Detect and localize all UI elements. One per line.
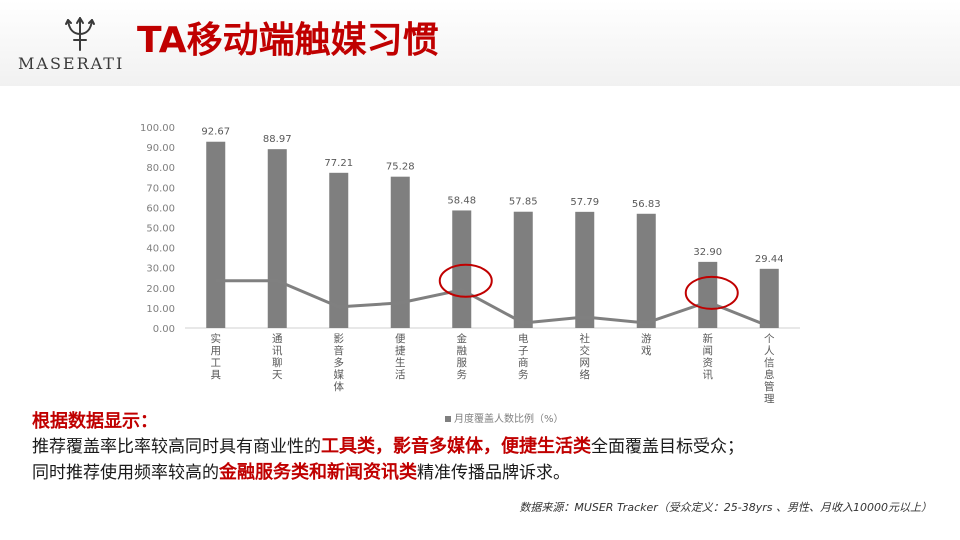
x-category-label: 电子商务: [518, 332, 529, 381]
bar-value-label: 88.97: [263, 134, 292, 145]
page-title: TA移动端触媒习惯: [137, 20, 439, 61]
legend-label: 月度覆盖人数比例（%）: [454, 412, 564, 425]
brand-wordmark: MASERATI: [18, 54, 125, 73]
bar-value-label: 58.48: [447, 195, 476, 206]
bar-value-label: 57.85: [509, 197, 538, 208]
header-band: [0, 0, 960, 86]
bar: [329, 172, 349, 328]
legend-swatch: [445, 416, 451, 422]
conclusion-line-1-prefix: 推荐覆盖率比率较高同时具有商业性的: [32, 437, 321, 457]
bar: [698, 261, 718, 328]
conclusion-line-2-prefix: 同时推荐使用频率较高的: [32, 463, 219, 483]
highlight-ellipse: [438, 263, 493, 298]
x-category-label: 便捷生活: [395, 332, 406, 381]
x-category-label: 个人信息管理: [764, 333, 775, 405]
x-category-label: 社交网络: [580, 332, 591, 381]
y-tick-label: 70.00: [146, 183, 175, 194]
y-tick-label: 10.00: [146, 304, 175, 315]
conclusion-text: 根据数据显示： 推荐覆盖率比率较高同时具有商业性的工具类，影音多媒体，便捷生活类…: [32, 409, 932, 486]
line-series: [215, 279, 770, 328]
y-tick-label: 60.00: [146, 203, 175, 214]
bar-value-label: 77.21: [324, 158, 353, 169]
x-category-label: 金融服务: [457, 332, 468, 381]
brand-logo: MASERATI: [14, 14, 144, 76]
bar: [759, 268, 779, 328]
source-note: 数据来源：MUSER Tracker（受众定义：25-38yrs 、男性、月收入…: [519, 501, 932, 514]
x-category-label: 新闻资讯: [703, 332, 714, 381]
bar: [636, 213, 656, 328]
bar-value-label: 32.90: [693, 247, 722, 258]
trident-icon: [65, 17, 95, 51]
conclusion-heading: 根据数据显示：: [32, 411, 158, 432]
y-tick-label: 50.00: [146, 224, 175, 235]
bar-value-label: 92.67: [201, 127, 230, 138]
conclusion-line-1: 推荐覆盖率比率较高同时具有商业性的工具类，影音多媒体，便捷生活类全面覆盖目标受众…: [32, 434, 932, 460]
conclusion-line-2-suffix: 精准传播品牌诉求。: [417, 463, 570, 483]
bar-value-label: 75.28: [386, 162, 415, 173]
conclusion-line-1-suffix: 全面覆盖目标受众；: [591, 437, 744, 457]
x-category-label: 通讯聊天: [272, 333, 283, 381]
highlight-ellipse: [684, 275, 739, 310]
y-tick-label: 30.00: [146, 264, 175, 275]
y-tick-label: 80.00: [146, 163, 175, 174]
bar: [575, 211, 595, 328]
conclusion-line-2: 同时推荐使用频率较高的金融服务类和新闻资讯类精准传播品牌诉求。: [32, 460, 932, 486]
x-category-label: 游戏: [641, 332, 652, 357]
x-category-label: 影音多媒体: [334, 332, 345, 393]
y-tick-label: 100.00: [140, 123, 175, 134]
bar: [513, 211, 533, 328]
x-category-label: 实用工具: [211, 332, 222, 381]
bar: [452, 210, 472, 328]
y-tick-label: 20.00: [146, 284, 175, 295]
bar-value-label: 57.79: [570, 197, 599, 208]
bar: [206, 141, 226, 328]
conclusion-line-1-highlight: 工具类，影音多媒体，便捷生活类: [321, 436, 591, 457]
y-tick-label: 40.00: [146, 244, 175, 255]
bar: [390, 176, 410, 328]
bar-value-label: 29.44: [755, 254, 784, 265]
bar: [267, 149, 287, 328]
conclusion-line-2-highlight: 金融服务类和新闻资讯类: [219, 462, 417, 483]
bar-value-label: 56.83: [632, 199, 661, 210]
y-tick-label: 0.00: [153, 324, 175, 335]
y-tick-label: 90.00: [146, 143, 175, 154]
